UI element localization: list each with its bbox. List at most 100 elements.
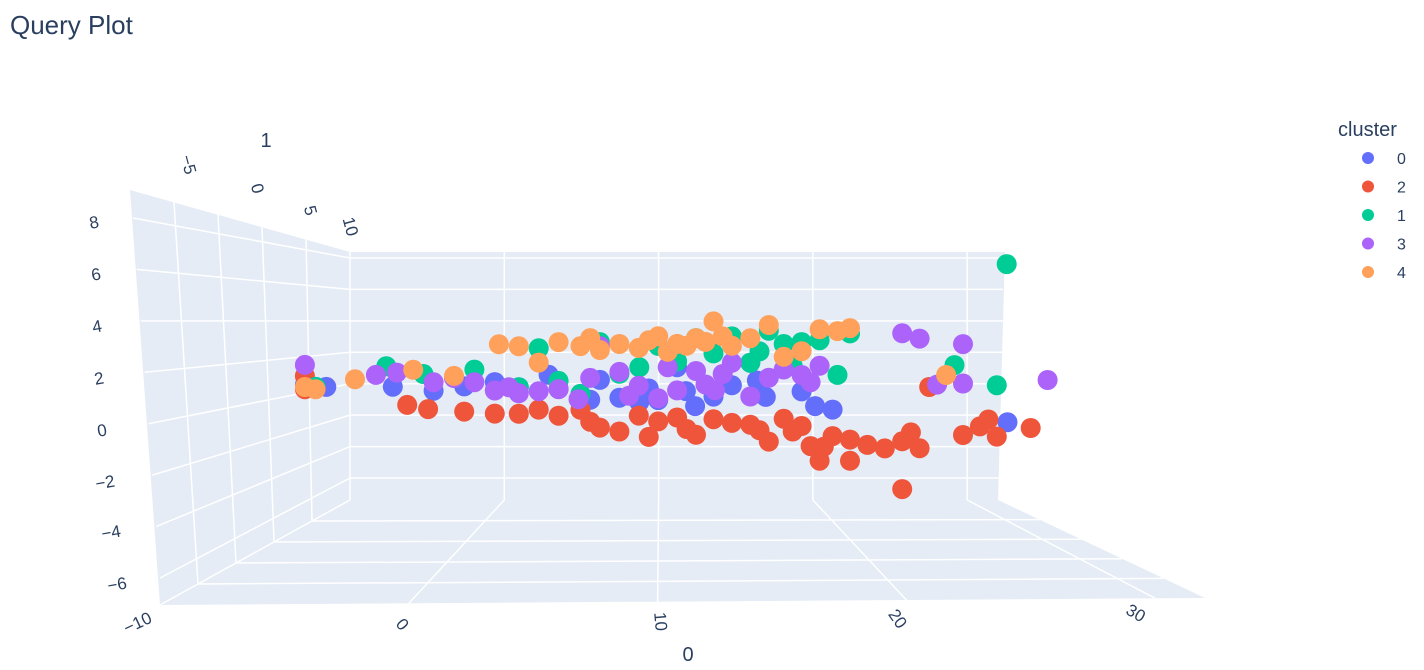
point-cluster-3-35[interactable] xyxy=(953,373,973,394)
point-cluster-3-11[interactable] xyxy=(568,389,589,410)
point-cluster-2-12[interactable] xyxy=(609,421,630,442)
point-cluster-4-15[interactable] xyxy=(648,326,669,347)
point-cluster-2-33[interactable] xyxy=(857,434,878,455)
point-cluster-3-8[interactable] xyxy=(508,383,529,404)
point-cluster-4-12[interactable] xyxy=(609,334,630,354)
legend-item-3[interactable]: 3 xyxy=(1362,237,1406,254)
point-cluster-3-29[interactable] xyxy=(800,372,821,393)
point-cluster-4-4[interactable] xyxy=(444,365,464,386)
point-cluster-2-19[interactable] xyxy=(703,409,724,430)
point-cluster-1-26[interactable] xyxy=(996,254,1017,275)
point-cluster-3-14[interactable] xyxy=(609,361,630,382)
point-cluster-2-32[interactable] xyxy=(840,429,860,450)
legend-item-0[interactable]: 0 xyxy=(1362,151,1406,168)
point-cluster-4-30[interactable] xyxy=(840,318,860,339)
point-cluster-4-3[interactable] xyxy=(403,359,424,380)
point-cluster-4-25[interactable] xyxy=(758,315,779,335)
point-cluster-3-32[interactable] xyxy=(909,328,930,349)
x-tick-label-4: 30 xyxy=(1123,600,1149,626)
point-cluster-2-6[interactable] xyxy=(508,403,529,424)
point-cluster-3-5[interactable] xyxy=(464,372,485,393)
point-cluster-3-16[interactable] xyxy=(628,375,649,396)
point-cluster-2-44[interactable] xyxy=(1020,418,1041,438)
point-cluster-2-20[interactable] xyxy=(721,412,742,433)
point-cluster-4-24[interactable] xyxy=(740,328,761,349)
point-cluster-3-12[interactable] xyxy=(580,367,601,388)
y-tick-label-1: 0 xyxy=(247,182,268,196)
point-cluster-2-31[interactable] xyxy=(840,450,860,471)
point-cluster-3-19[interactable] xyxy=(667,380,688,401)
point-cluster-3-22[interactable] xyxy=(705,380,725,401)
point-cluster-3-0[interactable] xyxy=(294,354,315,375)
point-cluster-2-26[interactable] xyxy=(791,416,812,436)
point-cluster-2-2[interactable] xyxy=(397,394,418,415)
point-cluster-4-20[interactable] xyxy=(695,331,716,352)
floor-grid-y-1 xyxy=(235,558,1123,564)
point-cluster-1-23[interactable] xyxy=(827,364,848,385)
point-cluster-2-38[interactable] xyxy=(892,479,913,500)
floor-grid-x-3 xyxy=(812,499,907,601)
point-cluster-2-42[interactable] xyxy=(978,409,999,430)
point-cluster-4-27[interactable] xyxy=(791,341,812,362)
point-cluster-3-24[interactable] xyxy=(721,352,742,373)
point-cluster-2-40[interactable] xyxy=(953,425,973,445)
point-cluster-2-18[interactable] xyxy=(686,424,706,445)
legend[interactable]: cluster 0 2 1 3 4 xyxy=(1338,119,1406,282)
legend-item-1[interactable]: 1 xyxy=(1362,208,1406,225)
left-grid-z-7 xyxy=(159,477,351,579)
point-cluster-1-27[interactable] xyxy=(986,375,1007,396)
point-cluster-4-31[interactable] xyxy=(936,365,957,385)
legend-item-2[interactable]: 2 xyxy=(1362,180,1406,197)
point-cluster-3-9[interactable] xyxy=(528,381,549,402)
point-cluster-2-13[interactable] xyxy=(628,405,649,426)
point-cluster-0-19[interactable] xyxy=(685,396,706,417)
point-cluster-3-36[interactable] xyxy=(1037,370,1058,390)
point-cluster-2-7[interactable] xyxy=(528,399,549,420)
point-cluster-2-36[interactable] xyxy=(900,422,921,443)
point-cluster-2-11[interactable] xyxy=(589,417,610,438)
point-cluster-4-1[interactable] xyxy=(305,379,326,400)
point-cluster-2-14[interactable] xyxy=(638,426,659,447)
point-cluster-4-7[interactable] xyxy=(528,352,549,373)
point-cluster-3-26[interactable] xyxy=(758,367,779,388)
point-cluster-3-31[interactable] xyxy=(892,323,913,344)
point-cluster-2-15[interactable] xyxy=(648,411,669,432)
point-cluster-4-5[interactable] xyxy=(488,334,509,355)
point-cluster-3-2[interactable] xyxy=(386,362,407,383)
point-cluster-4-6[interactable] xyxy=(508,336,529,357)
point-cluster-2-30[interactable] xyxy=(822,426,843,447)
legend-item-4[interactable]: 4 xyxy=(1362,265,1406,282)
point-cluster-0-24[interactable] xyxy=(755,386,776,407)
point-cluster-3-25[interactable] xyxy=(740,386,761,407)
point-cluster-0-27[interactable] xyxy=(822,399,843,420)
point-cluster-3-34[interactable] xyxy=(953,334,973,355)
data-points[interactable] xyxy=(294,254,1058,500)
point-cluster-1-5[interactable] xyxy=(528,338,549,359)
point-cluster-3-3[interactable] xyxy=(423,372,444,393)
point-cluster-0-28[interactable] xyxy=(997,412,1018,433)
point-cluster-4-11[interactable] xyxy=(589,340,610,360)
point-cluster-4-21[interactable] xyxy=(703,311,724,332)
point-cluster-1-10[interactable] xyxy=(629,357,650,378)
point-cluster-4-28[interactable] xyxy=(809,319,830,340)
point-cluster-2-34[interactable] xyxy=(874,438,895,459)
point-cluster-4-26[interactable] xyxy=(773,346,794,367)
point-cluster-4-8[interactable] xyxy=(548,332,569,353)
point-cluster-3-1[interactable] xyxy=(365,364,386,385)
point-cluster-2-23[interactable] xyxy=(758,431,779,452)
point-cluster-2-4[interactable] xyxy=(454,401,475,422)
point-cluster-3-18[interactable] xyxy=(657,357,678,378)
point-cluster-2-5[interactable] xyxy=(484,403,505,424)
point-cluster-2-43[interactable] xyxy=(986,426,1007,447)
point-cluster-2-8[interactable] xyxy=(548,405,569,426)
point-cluster-2-3[interactable] xyxy=(418,399,439,420)
point-cluster-3-10[interactable] xyxy=(548,379,569,400)
point-cluster-2-37[interactable] xyxy=(909,438,930,459)
point-cluster-4-2[interactable] xyxy=(345,369,365,390)
point-cluster-4-23[interactable] xyxy=(721,335,742,356)
point-cluster-0-26[interactable] xyxy=(805,396,826,417)
point-cluster-3-30[interactable] xyxy=(809,355,830,376)
point-cluster-3-17[interactable] xyxy=(648,388,669,409)
